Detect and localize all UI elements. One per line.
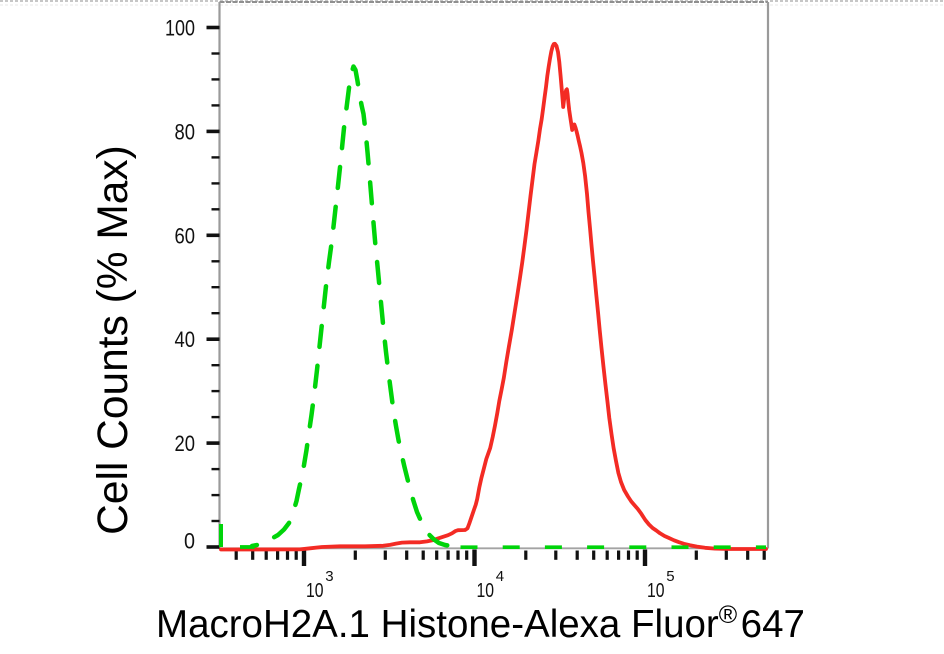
- svg-text:10: 10: [647, 580, 665, 602]
- svg-text:20: 20: [175, 431, 196, 456]
- svg-text:4: 4: [496, 568, 504, 585]
- svg-text:Cell Counts (% Max): Cell Counts (% Max): [90, 145, 137, 535]
- svg-text:10: 10: [306, 580, 324, 602]
- svg-text:10: 10: [477, 580, 495, 602]
- svg-text:0: 0: [184, 529, 195, 554]
- svg-text:5: 5: [666, 568, 674, 585]
- svg-text:60: 60: [175, 223, 196, 248]
- svg-text:40: 40: [175, 327, 196, 352]
- svg-text:3: 3: [325, 568, 333, 585]
- svg-text:MacroH2A.1 Histone-Alexa Fluor: MacroH2A.1 Histone-Alexa Fluor®647: [156, 601, 805, 646]
- svg-text:80: 80: [175, 119, 196, 144]
- svg-text:100: 100: [165, 16, 195, 41]
